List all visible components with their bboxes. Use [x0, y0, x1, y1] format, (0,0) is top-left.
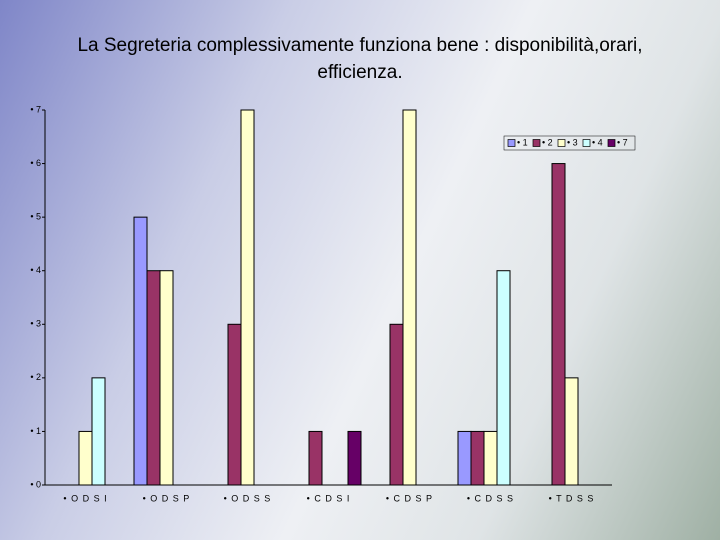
bar [347, 430, 362, 486]
y-tick-label: • 7 [30, 104, 41, 114]
x-tick-label: • O D S S [224, 493, 272, 503]
y-tick-label: • 2 [30, 372, 41, 382]
y-tick-label: • 1 [30, 426, 41, 436]
chart-title: La Segreteria complessivamente funziona … [77, 35, 643, 83]
legend-swatch [507, 139, 516, 147]
bar [159, 270, 174, 486]
y-tick-label: • 5 [30, 212, 41, 222]
bar [496, 270, 511, 486]
bar [402, 109, 417, 486]
bar [91, 377, 106, 486]
y-tick-label: • 4 [30, 265, 41, 275]
bar [483, 430, 498, 486]
x-tick-label: • C D S S [467, 493, 514, 503]
legend-label: • 2 [542, 137, 553, 147]
x-tick-label: • O D S I [63, 493, 107, 503]
bar [389, 323, 404, 486]
y-tick-label: • 6 [30, 158, 41, 168]
legend-label: • 1 [517, 137, 528, 147]
bar [240, 109, 255, 486]
bar [470, 430, 485, 486]
legend-label: • 4 [592, 137, 603, 147]
x-tick-label: • T D S S [549, 493, 595, 503]
bar [308, 430, 323, 486]
bar [227, 323, 242, 486]
x-tick-label: • O D S P [143, 493, 191, 503]
bar [78, 430, 93, 486]
y-tick-label: • 3 [30, 319, 41, 329]
legend-swatch [532, 139, 541, 147]
legend-swatch [582, 139, 591, 147]
bar [133, 216, 148, 486]
x-tick-label: • C D S I [307, 493, 351, 503]
legend-swatch [607, 139, 616, 147]
bar [457, 430, 472, 486]
legend-box [503, 135, 636, 151]
y-tick-label: • 0 [30, 479, 41, 489]
x-tick-label: • C D S P [386, 493, 433, 503]
bar [146, 270, 161, 486]
bar [551, 163, 566, 486]
legend-label: • 7 [617, 137, 628, 147]
legend-label: • 3 [567, 137, 578, 147]
legend-swatch [557, 139, 566, 147]
bar [564, 377, 579, 486]
